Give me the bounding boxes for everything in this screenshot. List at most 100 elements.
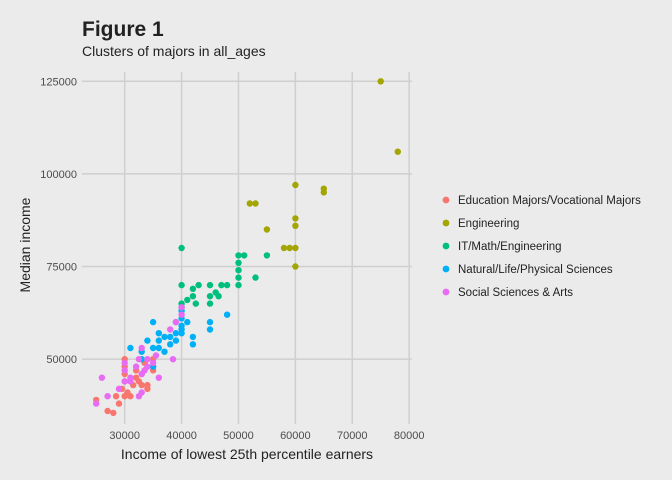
chart-subtitle: Clusters of majors in all_ages [82,43,266,59]
data-point [189,333,197,341]
legend-label: Education Majors/Vocational Majors [458,195,641,207]
data-point [178,326,185,333]
y-tick-label: 125000 [40,76,77,88]
legend-key [442,242,450,250]
data-point [155,344,162,352]
data-point [115,385,123,392]
legend-key [442,219,450,227]
data-point [149,359,157,367]
legend-label: Engineering [458,218,519,230]
data-point [167,326,174,333]
data-point [223,281,231,289]
data-point [184,318,191,326]
data-point [206,281,214,289]
data-point [189,341,197,348]
data-point [263,252,271,259]
data-point [252,274,259,281]
legend-key [442,265,450,273]
data-point [172,330,180,337]
data-point [121,378,128,385]
data-point [167,333,174,341]
data-point [292,215,299,222]
data-point [169,356,177,363]
y-tick-label: 50000 [46,354,77,366]
data-point [235,252,242,259]
panel-background [82,72,412,424]
x-tick-label: 60000 [280,430,311,442]
axis-ticks: 30000 40000 50000 60000 70000 80000 50000 75000… [40,76,424,442]
data-point [292,222,299,229]
data-point [172,337,180,344]
data-point [127,344,134,352]
data-point [144,363,151,370]
data-point [286,244,293,252]
data-point [178,311,185,318]
y-tick-label: 75000 [46,262,77,274]
data-point [184,296,191,304]
data-point [155,374,162,381]
data-point [132,363,140,370]
data-point [104,393,111,400]
data-point [235,281,242,289]
plot-panel [82,72,412,424]
data-point [252,200,259,207]
data-point [178,304,185,311]
data-point [167,341,174,348]
legend: Education Majors/Vocational Majors Engine… [442,195,641,299]
data-point [161,348,168,355]
data-point [241,252,248,259]
data-point [178,244,185,252]
data-point [149,318,157,326]
data-point [377,78,384,85]
chart-title: Figure 1 [82,18,164,41]
data-point [135,356,143,363]
data-points [93,78,401,417]
data-point [112,393,120,400]
data-point [115,400,123,407]
legend-label: Social Sciences & Arts [458,287,573,299]
x-tick-label: 50000 [223,430,254,442]
y-axis-label: Median income [17,197,33,292]
data-point [263,226,271,233]
data-point [280,244,288,252]
data-point [104,407,111,415]
data-point [138,389,145,396]
data-point [135,378,143,385]
x-tick-label: 40000 [166,430,197,442]
data-point [98,374,106,381]
data-point [223,311,231,318]
data-point [93,400,100,407]
legend-label: Natural/Life/Physical Sciences [458,264,613,276]
data-point [178,281,185,289]
data-point [138,344,145,352]
data-point [246,200,253,207]
x-tick-label: 70000 [337,430,368,442]
data-point [144,337,151,344]
x-axis-label: Income of lowest 25th percentile earners [121,446,373,462]
legend-key [442,288,450,296]
data-point [189,293,197,300]
y-tick-label: 100000 [40,169,77,181]
data-point [144,381,151,389]
x-tick-label: 30000 [109,430,140,442]
data-point [121,359,128,367]
data-point [206,326,214,333]
data-point [292,181,299,189]
legend-key [442,196,450,204]
data-point [121,367,128,374]
data-point [172,318,180,326]
data-point [235,267,242,274]
data-point [218,281,225,289]
data-point [149,344,157,352]
data-point [206,293,214,300]
data-point [235,259,242,266]
data-point [127,378,134,385]
data-point [189,285,197,292]
data-point [320,189,327,196]
data-point [110,409,117,417]
data-point [206,300,214,307]
legend-label: IT/Math/Engineering [458,241,562,253]
data-point [292,244,299,252]
data-point [155,337,162,344]
